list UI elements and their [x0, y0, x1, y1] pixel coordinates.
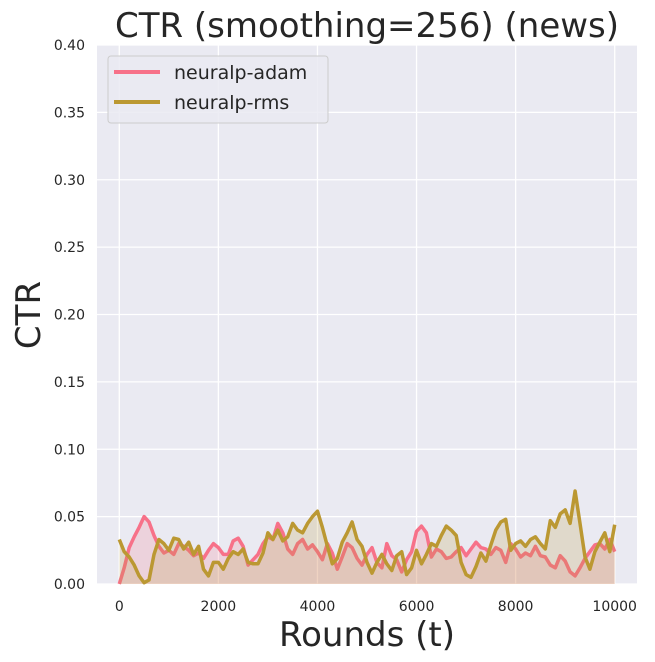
x-tick-label: 4000	[300, 599, 336, 615]
chart-title: CTR (smoothing=256) (news)	[115, 6, 619, 46]
x-axis-ticks: 0 2000 4000 6000 8000 10000	[115, 599, 637, 615]
y-tick-label: 0.15	[54, 375, 85, 391]
x-tick-label: 6000	[399, 599, 435, 615]
x-tick-label: 10000	[592, 599, 637, 615]
series-line-neuralp-rms	[117, 489, 617, 585]
y-tick-label: 0.05	[54, 510, 85, 526]
x-axis-label: Rounds (t)	[279, 615, 455, 655]
x-tick-label: 8000	[498, 599, 534, 615]
x-tick-label: 2000	[201, 599, 237, 615]
y-tick-label: 0.10	[54, 442, 85, 458]
y-tick-label: 0.35	[54, 105, 85, 121]
y-tick-label: 0.40	[54, 38, 85, 54]
legend-label-neuralp-rms: neuralp-rms	[174, 92, 289, 114]
x-tick-label: 0	[115, 599, 124, 615]
y-axis-label: CTR	[9, 281, 49, 349]
legend-box	[107, 55, 329, 124]
y-tick-label: 0.25	[54, 240, 85, 256]
legend: neuralp-adam neuralp-rms	[107, 55, 329, 124]
y-tick-label: 0.30	[54, 173, 85, 189]
series-area-neuralp-adam	[119, 516, 615, 584]
series-layer	[117, 489, 617, 585]
series-area-neuralp-rms	[119, 491, 615, 584]
legend-label-neuralp-adam: neuralp-adam	[174, 62, 307, 84]
y-tick-label: 0.20	[54, 308, 85, 324]
y-axis-ticks: 0.00 0.05 0.10 0.15 0.20 0.25 0.30 0.35 0.40	[54, 38, 85, 593]
y-tick-label: 0.00	[54, 577, 85, 593]
